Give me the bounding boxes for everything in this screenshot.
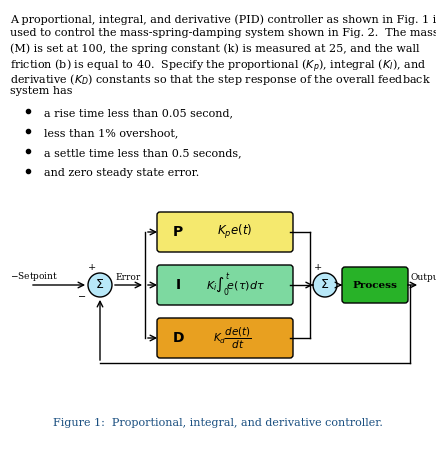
Text: $-$: $-$	[77, 291, 86, 300]
Text: A proportional, integral, and derivative (PID) controller as shown in Fig. 1 is: A proportional, integral, and derivative…	[10, 14, 436, 25]
Text: $\Sigma$: $\Sigma$	[320, 278, 330, 291]
FancyBboxPatch shape	[342, 267, 408, 303]
Text: $\Sigma$: $\Sigma$	[95, 278, 105, 291]
Text: +: +	[314, 263, 322, 272]
FancyBboxPatch shape	[157, 212, 293, 252]
FancyBboxPatch shape	[157, 265, 293, 305]
Text: Output: Output	[410, 273, 436, 282]
Text: $\mathbf{P}$: $\mathbf{P}$	[172, 225, 184, 239]
Text: less than 1% overshoot,: less than 1% overshoot,	[44, 128, 178, 138]
Text: +: +	[88, 263, 96, 272]
Text: $K_i\int_0^t\!e(\tau)d\tau$: $K_i\int_0^t\!e(\tau)d\tau$	[205, 271, 265, 299]
Text: a rise time less than 0.05 second,: a rise time less than 0.05 second,	[44, 108, 233, 118]
Text: derivative ($\mathit{K_D}$) constants so that the step response of the overall f: derivative ($\mathit{K_D}$) constants so…	[10, 72, 431, 87]
Text: $-$Setpoint: $-$Setpoint	[10, 270, 58, 283]
Text: Figure 1:  Proportional, integral, and derivative controller.: Figure 1: Proportional, integral, and de…	[53, 418, 383, 428]
Text: used to control the mass-spring-damping system shown in Fig. 2.  The mass: used to control the mass-spring-damping …	[10, 29, 436, 39]
Text: $K_d\dfrac{de(t)}{dt}$: $K_d\dfrac{de(t)}{dt}$	[213, 326, 252, 350]
Circle shape	[88, 273, 112, 297]
Text: system has: system has	[10, 87, 72, 97]
Text: friction (b) is equal to 40.  Specify the proportional ($\mathit{K_p}$), integra: friction (b) is equal to 40. Specify the…	[10, 58, 426, 75]
Text: $\mathbf{D}$: $\mathbf{D}$	[172, 331, 184, 345]
Text: $\mathbf{I}$: $\mathbf{I}$	[175, 278, 181, 292]
Text: Process: Process	[353, 281, 398, 290]
Text: $K_p e(t)$: $K_p e(t)$	[218, 223, 252, 241]
Text: (M) is set at 100, the spring constant (k) is measured at 25, and the wall: (M) is set at 100, the spring constant (…	[10, 43, 419, 54]
FancyBboxPatch shape	[157, 318, 293, 358]
Text: a settle time less than 0.5 seconds,: a settle time less than 0.5 seconds,	[44, 148, 242, 158]
Text: Error: Error	[116, 273, 141, 282]
Text: and zero steady state error.: and zero steady state error.	[44, 168, 199, 178]
Circle shape	[313, 273, 337, 297]
